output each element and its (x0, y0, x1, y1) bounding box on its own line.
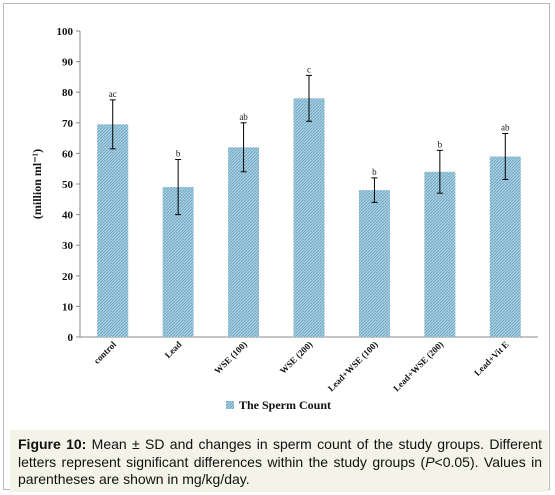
x-tick-label: Lead+Vit E (472, 339, 511, 378)
y-tick-label: 30 (62, 240, 74, 252)
significance-label: b (372, 167, 377, 177)
caption-p-symbol: P (425, 453, 435, 470)
bar-chart: 0 10 20 30 40 50 60 70 80 90 100 (million ml⁻¹) ac co… (30, 26, 538, 412)
significance-label: b (438, 139, 443, 149)
significance-label: ac (109, 89, 117, 99)
bar (489, 156, 521, 337)
significance-label: b (176, 149, 181, 159)
y-tick-label: 70 (62, 118, 74, 130)
y-tick-label: 80 (62, 87, 74, 99)
significance-label: ab (239, 112, 248, 122)
x-tick-label: control (92, 339, 119, 366)
x-tick-label: WSE (200) (278, 339, 315, 376)
significance-label: ab (501, 123, 510, 133)
caption-text-end: <0.05). Values in parentheses are shown … (18, 453, 543, 488)
y-tick-label: 90 (62, 57, 74, 69)
y-tick-label: 0 (68, 332, 74, 344)
bar (358, 190, 390, 337)
bar (228, 147, 260, 337)
y-tick-label: 40 (62, 210, 74, 222)
legend-swatch (226, 401, 234, 409)
x-tick-label: Lead+WSE (200) (391, 339, 445, 393)
plot-area: 0 10 20 30 40 50 60 70 80 90 100 (million ml⁻¹) ac co… (30, 26, 538, 412)
bar (293, 98, 325, 337)
y-tick-label: 10 (62, 301, 74, 313)
legend-label: The Sperm Count (239, 398, 331, 412)
caption-label: Figure 10: (18, 436, 87, 452)
y-tick-label: 100 (57, 26, 74, 38)
figure-frame: 0 10 20 30 40 50 60 70 80 90 100 (million ml⁻¹) ac co… (3, 3, 550, 492)
bar (97, 124, 129, 337)
x-tick-label: Lead+WSE (100) (326, 339, 380, 393)
x-tick-label: WSE (100) (212, 339, 249, 376)
y-tick-label: 60 (62, 148, 74, 160)
figure-caption: Figure 10: Mean ± SD and changes in sper… (10, 430, 548, 492)
bar (424, 171, 456, 337)
y-axis-label: (million ml⁻¹) (30, 149, 44, 219)
x-tick-label: Lead (163, 339, 184, 360)
y-tick-label: 50 (62, 179, 74, 191)
caption-text: Mean ± SD and changes in sperm count of … (18, 436, 542, 470)
significance-label: c (307, 64, 311, 74)
y-tick-label: 20 (62, 271, 74, 283)
